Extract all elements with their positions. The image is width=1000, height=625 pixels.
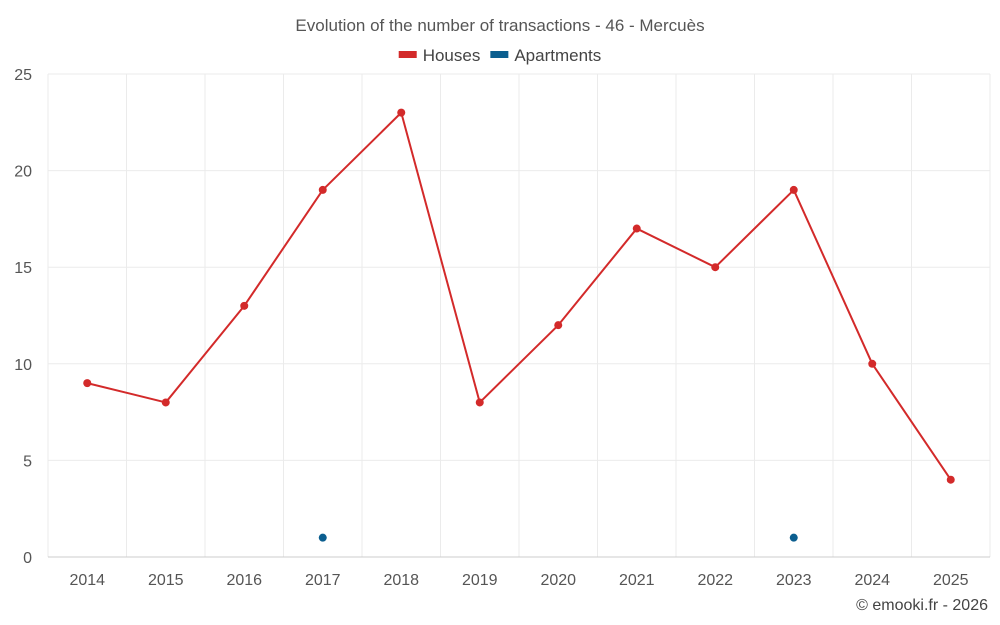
y-tick-label-20: 20	[14, 164, 32, 181]
x-tick-label-2022: 2022	[697, 572, 733, 589]
data-point-houses-2024	[868, 359, 877, 368]
y-tick-label-25: 25	[14, 67, 32, 84]
chart-legend: Houses Apartments	[398, 46, 601, 65]
x-tick-label-2025: 2025	[933, 572, 969, 589]
data-point-houses-2021	[632, 224, 641, 233]
data-point-apartments-2017	[318, 533, 327, 542]
x-tick-label-2014: 2014	[69, 572, 105, 589]
legend-swatch-apartments	[490, 51, 509, 58]
data-point-houses-2017	[318, 185, 327, 194]
legend-item-houses: Houses	[398, 46, 481, 65]
y-tick-label-15: 15	[14, 260, 32, 277]
legend-label-apartments: Apartments	[514, 46, 601, 65]
x-tick-label-2015: 2015	[148, 572, 184, 589]
y-tick-label-0: 0	[23, 550, 32, 567]
data-point-houses-2023	[789, 185, 798, 194]
x-tick-label-2018: 2018	[383, 572, 419, 589]
data-point-houses-2015	[161, 398, 170, 407]
series-layer	[83, 108, 955, 542]
x-grid-lines	[47, 74, 991, 557]
x-tick-label-2020: 2020	[540, 572, 576, 589]
y-tick-label-10: 10	[14, 357, 32, 374]
legend-label-houses: Houses	[423, 46, 481, 65]
series-houses	[83, 108, 955, 484]
y-axis-tick-labels: 0 5 10 15 20 25	[14, 67, 32, 567]
x-tick-label-2016: 2016	[226, 572, 262, 589]
data-point-houses-2018	[397, 108, 406, 117]
series-line-houses	[87, 111, 952, 481]
x-tick-label-2019: 2019	[462, 572, 498, 589]
x-tick-label-2024: 2024	[854, 572, 890, 589]
data-point-houses-2025	[946, 475, 955, 484]
series-apartments	[318, 533, 798, 542]
x-tick-label-2021: 2021	[619, 572, 655, 589]
credit-text: © emooki.fr - 2026	[856, 597, 988, 614]
legend-swatch-houses	[398, 51, 417, 58]
data-point-houses-2022	[711, 263, 720, 272]
data-point-apartments-2023	[789, 533, 798, 542]
legend-item-apartments: Apartments	[490, 46, 601, 65]
x-axis-tick-labels: 2014 2015 2016 2017 2018 2019 2020 2021 2022 2023…	[69, 572, 968, 589]
data-point-houses-2016	[240, 301, 249, 310]
data-point-houses-2014	[83, 379, 92, 388]
data-point-houses-2019	[475, 398, 484, 407]
data-point-houses-2020	[554, 321, 563, 330]
y-tick-label-5: 5	[23, 453, 32, 470]
chart-title: Evolution of the number of transactions …	[295, 16, 704, 35]
x-tick-label-2023: 2023	[776, 572, 812, 589]
x-tick-label-2017: 2017	[305, 572, 341, 589]
